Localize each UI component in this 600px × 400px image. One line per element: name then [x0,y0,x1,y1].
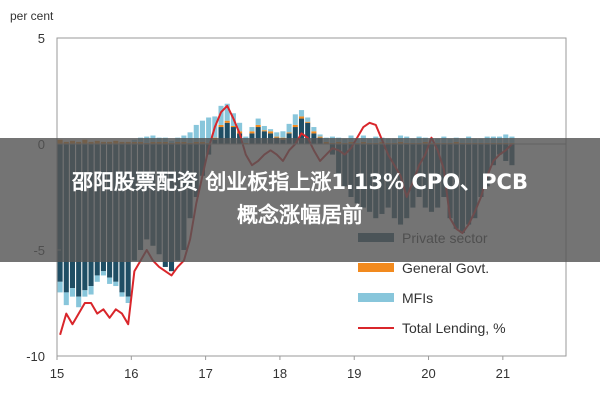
bar-private-sector-32 [255,127,261,144]
bar-mfis-31 [249,127,255,132]
bar-private-sector-28 [230,127,236,144]
bar-general-govt-28 [230,125,236,128]
x-tick-label-3: 18 [273,366,287,381]
bar-mfis-23 [199,120,205,142]
bar-mfis-4 [82,290,88,297]
y-tick-label-0: 5 [38,31,45,46]
legend-swatch-2 [358,293,394,302]
bar-private-sector-33 [261,131,267,144]
legend-label-2: MFIs [402,290,433,306]
bar-general-govt-31 [249,131,255,134]
x-tick-label-4: 19 [347,366,361,381]
y-unit-label: per cent [10,9,54,23]
bar-mfis-36 [280,131,286,138]
bar-mfis-10 [119,292,125,297]
bar-general-govt-26 [218,124,224,128]
bar-general-govt-34 [268,131,274,134]
bar-mfis-39 [298,110,305,117]
x-tick-label-0: 15 [50,366,64,381]
bar-general-govt-39 [298,116,305,119]
headline-line-2: 概念涨幅居前 [237,203,363,227]
bar-mfis-6 [94,275,100,282]
bar-mfis-1 [63,292,69,306]
bar-general-govt-42 [317,136,323,138]
bar-mfis-29 [237,122,243,132]
bar-private-sector-38 [292,127,298,144]
bar-general-govt-38 [292,124,298,128]
bar-mfis-3 [76,296,82,308]
bar-mfis-32 [255,118,261,125]
bar-mfis-42 [317,134,323,137]
bar-mfis-21 [187,132,193,143]
bar-mfis-41 [311,127,317,132]
bar-general-govt-33 [261,130,267,132]
bar-mfis-22 [193,124,199,142]
bar-mfis-26 [218,105,224,125]
bar-mfis-9 [113,281,119,287]
bar-mfis-35 [274,132,280,137]
bar-general-govt-37 [286,132,292,134]
bar-mfis-5 [88,286,94,295]
bar-mfis-34 [268,129,274,132]
headline-overlay: 邵阳股票配资 创业板指上涨1.13% CPO、PCB 概念涨幅居前 [0,138,600,262]
x-tick-label-2: 17 [198,366,212,381]
bar-private-sector-39 [298,118,305,144]
bar-mfis-37 [286,123,292,133]
bar-mfis-40 [305,117,311,122]
bar-mfis-27 [224,103,230,121]
bar-mfis-38 [292,114,298,125]
legend-label-3: Total Lending, % [402,320,506,336]
legend-swatch-1 [358,263,394,272]
bar-private-sector-26 [218,127,224,144]
x-tick-label-1: 16 [124,366,138,381]
bar-mfis-0 [57,281,63,293]
bar-general-govt-35 [274,136,280,138]
y-tick-label-3: -10 [26,349,45,364]
bar-mfis-7 [100,271,106,276]
headline-line-1: 邵阳股票配资 创业板指上涨1.13% CPO、PCB [72,170,528,194]
bar-mfis-8 [107,277,113,284]
x-tick-label-5: 20 [421,366,435,381]
bar-mfis-2 [69,288,76,297]
bar-general-govt-41 [311,131,317,134]
bar-private-sector-40 [305,122,311,144]
bar-mfis-24 [206,117,212,143]
bar-mfis-33 [261,125,267,131]
legend-label-1: General Govt. [402,260,489,276]
bar-general-govt-32 [255,124,261,128]
bar-private-sector-27 [224,122,230,144]
bar-mfis-11 [125,296,131,303]
bar-general-govt-40 [305,121,311,123]
x-tick-label-6: 21 [496,366,510,381]
bar-general-govt-27 [224,120,230,123]
